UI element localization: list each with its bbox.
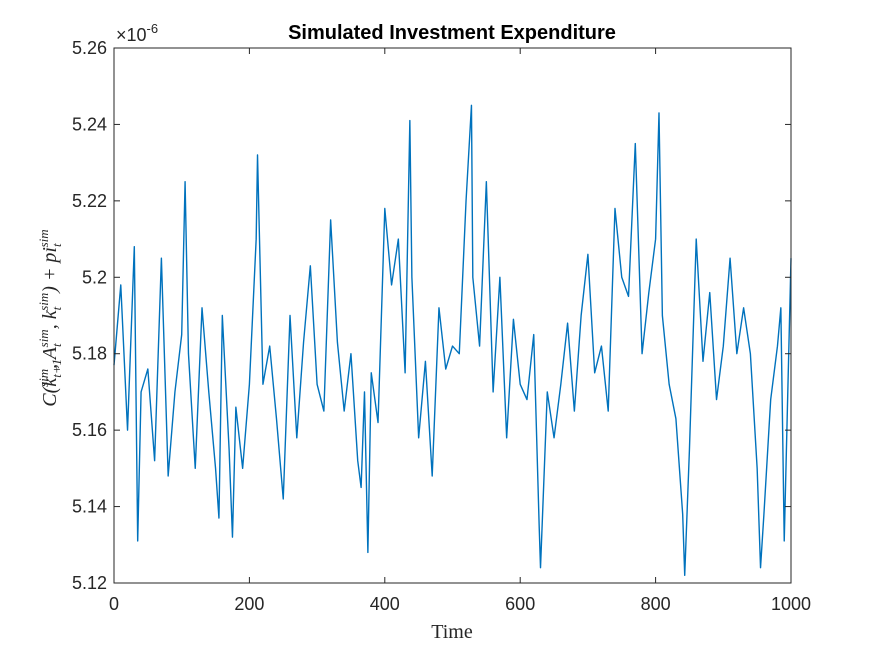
y-tick-label: 5.18	[72, 344, 107, 364]
chart-title: Simulated Investment Expenditure	[288, 22, 616, 44]
y-tick-label: 5.26	[72, 38, 107, 58]
y-tick-label: 5.2	[82, 267, 107, 287]
x-tick-label: 200	[234, 594, 264, 614]
y-tick-label: 5.24	[72, 114, 107, 134]
x-tick-label: 800	[641, 594, 671, 614]
y-tick-label: 5.22	[72, 191, 107, 211]
x-axis-label: Time	[431, 621, 473, 643]
series-group	[113, 104, 792, 577]
x-ticks: 0 200 400 600 800 1000	[109, 48, 811, 614]
y-tick-label: 5.14	[72, 497, 107, 517]
y-axis-exponent-base: ×10	[116, 25, 147, 45]
series-line-0	[113, 104, 792, 577]
x-tick-label: 600	[505, 594, 535, 614]
y-axis-exponent-power: -6	[147, 21, 159, 36]
plot-area	[114, 48, 791, 583]
x-tick-label: 0	[109, 594, 119, 614]
y-axis-label: C(kt+1sim, Atsim, ktsim) + pitsim	[36, 229, 64, 406]
axes-box	[113, 47, 792, 584]
y-axis-exponent: ×10-6	[116, 21, 158, 45]
x-tick-label: 1000	[771, 594, 811, 614]
y-tick-label: 5.12	[72, 573, 107, 593]
y-tick-label: 5.16	[72, 420, 107, 440]
x-tick-label: 400	[370, 594, 400, 614]
